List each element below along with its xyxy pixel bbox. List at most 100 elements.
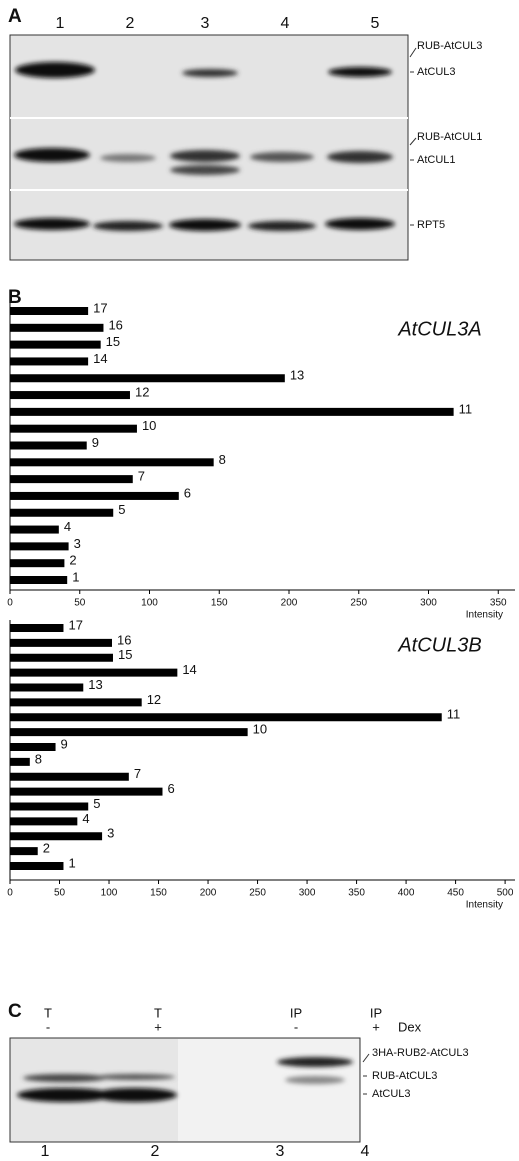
band-label: 3HA-RUB2-AtCUL3: [372, 1047, 469, 1059]
bar: [10, 728, 248, 736]
x-tick-label: 150: [150, 888, 167, 899]
bar-label: 11: [459, 401, 473, 416]
x-tick-label: 450: [447, 888, 464, 899]
condition: +: [154, 1019, 162, 1034]
bar: [10, 341, 101, 349]
bar-label: 10: [253, 722, 267, 737]
bar: [10, 624, 63, 632]
x-tick-label: 150: [211, 598, 228, 609]
x-tick-label: 100: [141, 598, 158, 609]
band-label: RUB-AtCUL1: [417, 131, 482, 143]
lane-number: 2: [151, 1143, 160, 1160]
bar: [10, 773, 129, 781]
bar-label: 10: [142, 418, 156, 433]
bar-label: 9: [61, 736, 68, 751]
bar-label: 17: [93, 300, 107, 315]
x-tick-label: 400: [398, 888, 415, 899]
bar: [10, 374, 285, 382]
bar: [10, 357, 88, 365]
condition: IP: [370, 1005, 382, 1020]
bar: [10, 847, 38, 855]
bar: [10, 442, 87, 450]
condition: T: [154, 1005, 162, 1020]
bar-label: 13: [290, 368, 304, 383]
chart-title: AtCUL3B: [397, 634, 481, 656]
bar: [10, 862, 63, 870]
bar: [10, 654, 113, 662]
x-tick-label: 200: [281, 598, 298, 609]
bar-label: 16: [117, 632, 131, 647]
bar-label: 17: [68, 617, 82, 632]
bar-label: 8: [219, 452, 226, 467]
x-tick-label: 300: [299, 888, 316, 899]
bar: [10, 458, 214, 466]
bar-label: 14: [182, 662, 196, 677]
x-tick-label: 500: [497, 888, 514, 899]
bar-label: 5: [118, 502, 125, 517]
bar: [10, 803, 88, 811]
blot-a: [10, 35, 408, 260]
lane-number: 4: [281, 15, 290, 32]
band-label: RUB-AtCUL3: [372, 1070, 437, 1082]
bar: [10, 559, 64, 567]
bar-label: 13: [88, 677, 102, 692]
bar-label: 7: [138, 469, 145, 484]
bar: [10, 492, 179, 500]
bar: [10, 408, 454, 416]
bar-label: 2: [69, 553, 76, 568]
x-tick-label: 250: [249, 888, 266, 899]
lane-number: 3: [201, 15, 210, 32]
bar: [10, 639, 112, 647]
bar: [10, 669, 177, 677]
bar: [10, 509, 113, 517]
chart-title: AtCUL3A: [397, 318, 481, 340]
condition: -: [294, 1019, 298, 1034]
bar: [10, 576, 67, 584]
bar: [10, 684, 83, 692]
treatment-label: Dex: [398, 1019, 422, 1034]
x-tick-label: 350: [490, 598, 507, 609]
x-tick-label: 200: [200, 888, 217, 899]
bar-label: 4: [64, 519, 71, 534]
bar: [10, 391, 130, 399]
condition: +: [372, 1019, 380, 1034]
x-tick-label: 50: [54, 888, 66, 899]
bar-label: 15: [118, 647, 132, 662]
bar-label: 6: [184, 485, 191, 500]
bar: [10, 542, 69, 550]
bar-label: 14: [93, 351, 107, 366]
x-tick-label: 250: [350, 598, 367, 609]
bar-label: 7: [134, 766, 141, 781]
blot-c: [10, 1038, 360, 1142]
bar: [10, 307, 88, 315]
band-label: AtCUL3: [417, 66, 456, 78]
bar-label: 3: [74, 536, 81, 551]
lane-number: 1: [56, 15, 65, 32]
bar-label: 15: [106, 334, 120, 349]
bar: [10, 832, 102, 840]
x-axis-label: Intensity: [466, 900, 503, 911]
bar-label: 1: [68, 855, 75, 870]
bar-label: 8: [35, 751, 42, 766]
bar: [10, 758, 30, 766]
x-axis-label: Intensity: [466, 610, 503, 621]
lane-number: 1: [41, 1143, 50, 1160]
x-tick-label: 50: [74, 598, 86, 609]
panel-label: C: [8, 1001, 22, 1022]
x-tick-label: 0: [7, 598, 13, 609]
bar-label: 4: [82, 811, 89, 826]
bar: [10, 324, 103, 332]
bar: [10, 713, 442, 721]
bar: [10, 817, 77, 825]
band-label: RPT5: [417, 219, 445, 231]
band-label: RUB-AtCUL3: [417, 40, 482, 52]
condition: T: [44, 1005, 52, 1020]
bar-label: 2: [43, 841, 50, 856]
lane-number: 4: [361, 1143, 370, 1160]
band-label: AtCUL1: [417, 154, 456, 166]
x-tick-label: 100: [101, 888, 118, 899]
bar: [10, 788, 162, 796]
lane-number: 3: [276, 1143, 285, 1160]
bar-label: 6: [167, 781, 174, 796]
bar-label: 11: [447, 707, 461, 722]
